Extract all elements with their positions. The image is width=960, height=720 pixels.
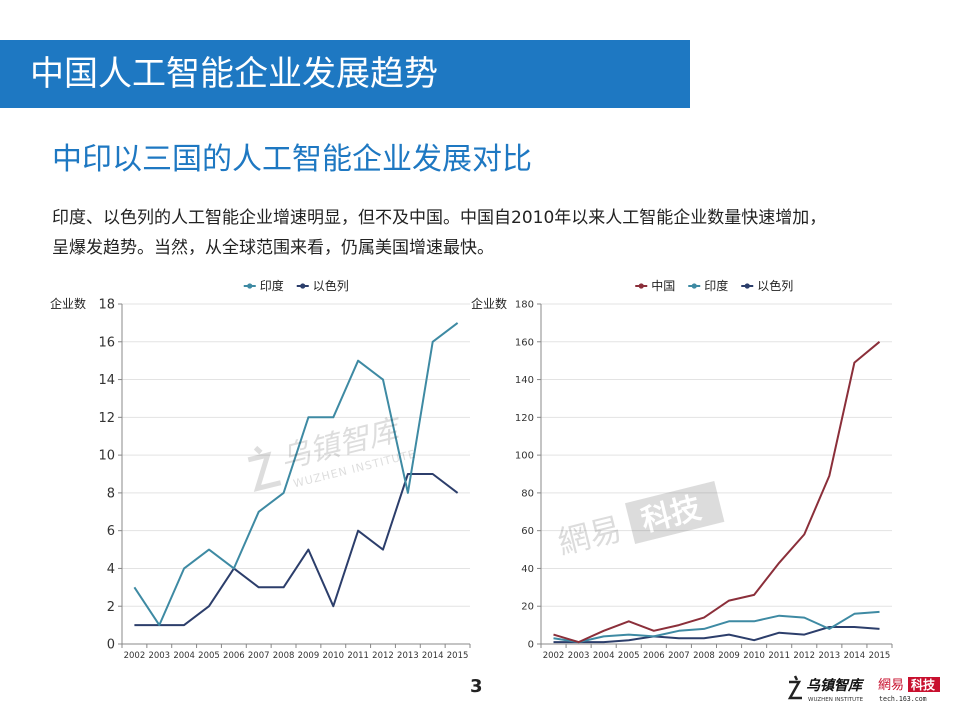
wuzhen-logo-en: WUZHEN INSTITUTE <box>808 697 864 703</box>
wuzhen-logo-mark <box>787 675 802 700</box>
y-tick-label: 60 <box>521 526 534 537</box>
x-tick-label: 2006 <box>223 651 245 661</box>
x-tick-label: 2009 <box>718 651 740 661</box>
x-tick-label: 2010 <box>322 651 344 661</box>
x-tick-label: 2003 <box>568 651 590 661</box>
x-tick-label: 2015 <box>869 651 891 661</box>
series-line <box>553 610 880 644</box>
x-tick-label: 2011 <box>347 651 369 661</box>
legend-label: 中国 <box>651 278 675 293</box>
body-line-1: 印度、以色列的人工智能企业增速明显，但不及中国。中国自2010年以来人工智能企业… <box>52 208 827 228</box>
netease-logo-url: tech.163.com <box>879 695 927 703</box>
body-paragraph: 印度、以色列的人工智能企业增速明显，但不及中国。中国自2010年以来人工智能企业… <box>52 203 912 263</box>
x-tick-label: 2014 <box>844 651 866 661</box>
y-tick-label: 4 <box>107 562 115 577</box>
x-tick-label: 2007 <box>248 651 270 661</box>
legend-swatch-marker <box>744 283 750 289</box>
y-tick-label: 160 <box>515 337 534 348</box>
x-tick-label: 2012 <box>372 651 394 661</box>
page-number: 3 <box>470 676 483 697</box>
x-tick-label: 2003 <box>148 651 170 661</box>
x-tick-label: 2012 <box>793 651 815 661</box>
x-tick-label: 2010 <box>743 651 765 661</box>
x-tick-label: 2006 <box>643 651 665 661</box>
x-tick-label: 2008 <box>273 651 295 661</box>
y-axis-label: 企业数 <box>471 296 507 311</box>
x-tick-label: 2004 <box>593 651 615 661</box>
y-tick-label: 10 <box>98 449 115 464</box>
x-tick-label: 2002 <box>543 651 565 661</box>
x-tick-label: 2008 <box>693 651 715 661</box>
x-tick-label: 2009 <box>298 651 320 661</box>
x-tick-label: 2013 <box>819 651 841 661</box>
section-subtitle: 中印以三国的人工智能企业发展对比 <box>52 142 532 177</box>
y-tick-label: 120 <box>515 413 534 424</box>
y-tick-label: 180 <box>515 300 534 311</box>
y-tick-label: 40 <box>521 564 534 575</box>
series-line <box>553 626 880 644</box>
body-line-2: 呈爆发趋势。当然，从全球范围来看，仍属美国增速最快。 <box>52 238 494 258</box>
netease-tech-logo: 網易 科技 tech.163.com <box>878 677 940 703</box>
legend-swatch-marker <box>638 283 644 289</box>
y-tick-label: 14 <box>98 373 115 388</box>
y-tick-label: 6 <box>107 524 115 539</box>
y-tick-label: 16 <box>98 335 115 350</box>
x-tick-label: 2005 <box>618 651 640 661</box>
x-tick-label: 2007 <box>668 651 690 661</box>
x-tick-label: 2004 <box>173 651 195 661</box>
chart-china-india-israel: 0 20 40 60 80 100 120 140 160 180 2002 2003 2004 2005… <box>471 278 893 661</box>
y-tick-label: 0 <box>528 640 534 651</box>
y-tick-label: 0 <box>107 638 115 653</box>
y-tick-label: 80 <box>521 488 534 499</box>
legend-label: 印度 <box>704 278 728 293</box>
x-tick-label: 2002 <box>124 651 146 661</box>
title-bar <box>0 40 690 108</box>
x-tick-label: 2014 <box>422 651 444 661</box>
series-line <box>553 341 881 644</box>
y-axis-label: 企业数 <box>50 296 86 311</box>
series-line <box>134 473 459 627</box>
netease-logo-tech: 科技 <box>911 677 936 692</box>
x-tick-label: 2013 <box>397 651 419 661</box>
legend-label: 印度 <box>260 278 284 293</box>
y-tick-label: 18 <box>98 298 115 313</box>
legend-label: 以色列 <box>313 279 349 293</box>
legend-swatch-marker <box>300 283 306 289</box>
x-tick-label: 2011 <box>768 651 790 661</box>
y-tick-label: 8 <box>107 486 115 501</box>
y-tick-label: 2 <box>107 600 115 615</box>
y-tick-label: 12 <box>98 411 115 426</box>
series-line <box>133 322 459 627</box>
page-title: 中国人工智能企业发展趋势 <box>30 54 438 94</box>
netease-logo-cn: 網易 <box>878 678 904 693</box>
y-tick-label: 100 <box>515 451 534 462</box>
wuzhen-logo: 乌镇智库 WUZHEN INSTITUTE <box>787 675 865 703</box>
y-tick-label: 140 <box>515 375 534 386</box>
legend-swatch-marker <box>691 283 697 289</box>
x-tick-label: 2015 <box>447 651 469 661</box>
x-tick-label: 2005 <box>198 651 220 661</box>
wuzhen-logo-cn: 乌镇智库 <box>806 677 865 694</box>
legend-label: 以色列 <box>757 279 793 293</box>
netease-logo-box <box>908 677 940 692</box>
y-tick-label: 20 <box>521 602 534 613</box>
legend-swatch-marker <box>247 283 253 289</box>
